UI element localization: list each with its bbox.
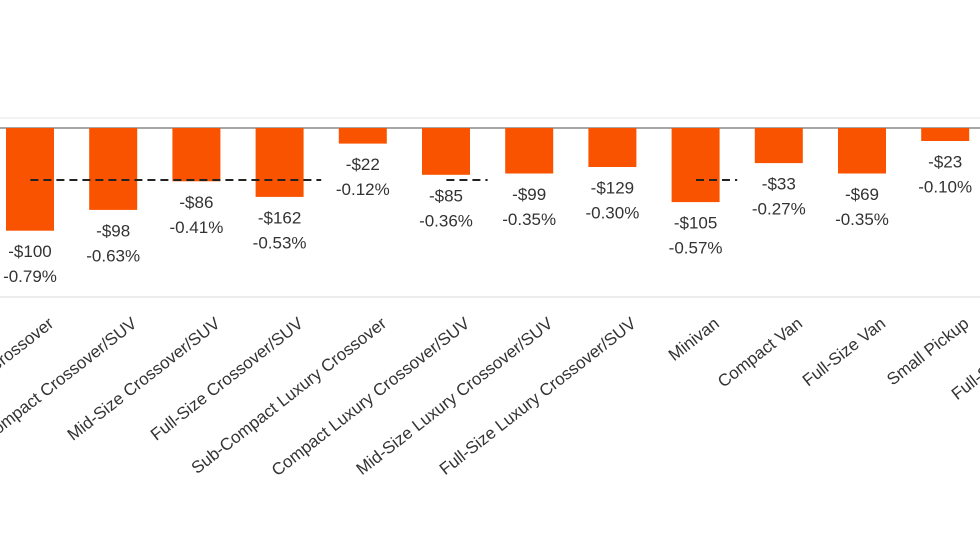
x-tick-label: Compact Van [714, 314, 806, 392]
x-tick-label: Mid-Size Crossover/SUV [64, 313, 224, 444]
bar [588, 128, 637, 167]
value-label: -$129 [591, 178, 634, 197]
value-label: -$22 [346, 155, 380, 174]
value-label: -0.57% [669, 239, 723, 258]
value-label: -0.35% [502, 210, 556, 229]
value-label: -0.63% [86, 246, 140, 265]
bar [838, 128, 886, 174]
value-label: -$100 [8, 242, 51, 261]
bar [422, 128, 470, 175]
value-label: -0.27% [752, 200, 806, 219]
value-label: -$98 [96, 221, 130, 240]
value-label: -$105 [674, 214, 717, 233]
x-tick-label: Full-Size Van [799, 314, 889, 390]
value-label: -$86 [179, 193, 213, 212]
x-tick-label: Full-Size Crossover/SUV [147, 313, 307, 444]
value-label: -$162 [258, 208, 301, 227]
bar [255, 128, 304, 197]
x-tick-label: Minivan [665, 314, 723, 365]
value-label: -$69 [845, 185, 879, 204]
bar [338, 128, 387, 144]
value-label: -0.30% [585, 203, 639, 222]
value-label: -0.53% [253, 233, 307, 252]
bar [172, 128, 221, 182]
value-label: -0.41% [169, 218, 223, 237]
value-label: -$23 [928, 152, 962, 171]
value-label: -$85 [429, 186, 463, 205]
value-label: -0.35% [835, 210, 889, 229]
bar [89, 128, 138, 210]
value-label: -0.12% [336, 180, 390, 199]
value-label: -$33 [762, 175, 796, 194]
bar [921, 128, 970, 141]
value-label: -0.36% [419, 211, 473, 230]
bar [754, 128, 803, 164]
value-label: -0.79% [3, 267, 57, 286]
bar [671, 128, 720, 203]
x-tick-label: Small Pickup [883, 314, 972, 389]
value-label: -$99 [512, 185, 546, 204]
value-label: -0.10% [918, 177, 972, 196]
bar [505, 128, 554, 174]
